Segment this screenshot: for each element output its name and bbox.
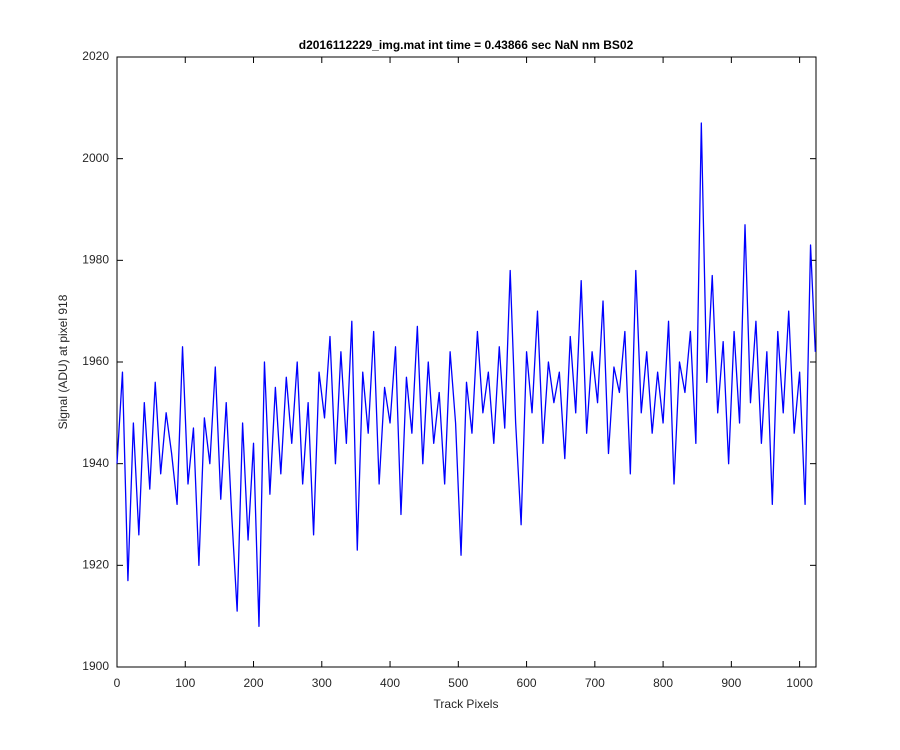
y-tick-label: 1960 — [82, 354, 109, 368]
x-tick-label: 0 — [114, 676, 121, 690]
x-tick-label: 400 — [380, 676, 400, 690]
chart-title: d2016112229_img.mat int time = 0.43866 s… — [299, 38, 634, 52]
y-tick-label: 2000 — [82, 151, 109, 165]
x-tick-label: 100 — [175, 676, 195, 690]
y-tick-label: 1940 — [82, 456, 109, 470]
x-tick-label: 900 — [721, 676, 741, 690]
data-line — [116, 122, 816, 627]
y-axis-label: Signal (ADU) at pixel 918 — [56, 294, 70, 429]
x-tick-label: 200 — [244, 676, 264, 690]
y-tick-label: 2020 — [82, 49, 109, 63]
x-tick-label: 600 — [517, 676, 537, 690]
x-tick-label: 1000 — [786, 676, 813, 690]
x-axis-label: Track Pixels — [434, 697, 499, 711]
y-tick-label: 1920 — [82, 558, 109, 572]
x-tick-label: 700 — [585, 676, 605, 690]
y-tick-label: 1980 — [82, 253, 109, 267]
x-tick-label: 800 — [653, 676, 673, 690]
y-tick-label: 1900 — [82, 659, 109, 673]
plot-box — [116, 56, 817, 668]
x-tick-label: 500 — [448, 676, 468, 690]
x-tick-label: 300 — [312, 676, 332, 690]
